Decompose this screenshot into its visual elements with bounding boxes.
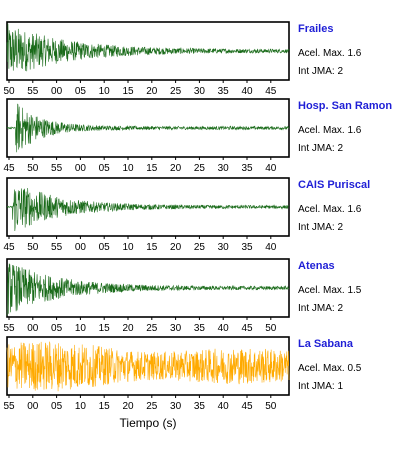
station-name: CAIS Puriscal [298, 179, 370, 191]
x-tick-label: 25 [146, 401, 158, 412]
waveform-series [6, 187, 290, 231]
x-tick-label: 20 [170, 242, 182, 253]
jma-intensity-label: Int JMA: 2 [298, 222, 343, 233]
x-tick-label: 00 [51, 86, 63, 97]
jma-intensity-label: Int JMA: 2 [298, 303, 343, 314]
x-tick-label: 25 [194, 163, 206, 174]
station-panel: 50 55 00 05 10 15 20 25 30 35 40 45 Frailes Acel. Max… [3, 21, 362, 97]
x-tick-label: 40 [241, 86, 253, 97]
x-tick-label: 10 [75, 401, 87, 412]
x-tick-label: 05 [99, 242, 111, 253]
x-tick-label: 35 [218, 86, 230, 97]
x-tick-label: 55 [51, 242, 63, 253]
x-tick-label: 55 [3, 401, 15, 412]
jma-intensity-label: Int JMA: 2 [298, 66, 343, 77]
x-tick-label: 50 [27, 242, 39, 253]
station-name: Atenas [298, 260, 335, 272]
x-tick-label: 10 [122, 242, 134, 253]
peak-acceleration-label: Acel. Max. 0.5 [298, 363, 362, 374]
x-tick-label: 50 [265, 323, 277, 334]
x-tick-label: 15 [146, 242, 158, 253]
x-tick-label: 05 [51, 401, 63, 412]
x-tick-label: 40 [265, 163, 277, 174]
x-tick-label: 15 [146, 163, 158, 174]
x-tick-label: 50 [265, 401, 277, 412]
x-tick-label: 10 [99, 86, 111, 97]
waveform-series [6, 263, 290, 316]
x-tick-label: 20 [122, 401, 134, 412]
waveform-series [6, 23, 290, 72]
x-tick-label: 10 [75, 323, 87, 334]
x-tick-label: 40 [218, 323, 230, 334]
x-tick-label: 15 [99, 401, 111, 412]
x-tick-label: 35 [194, 323, 206, 334]
peak-acceleration-label: Acel. Max. 1.6 [298, 48, 362, 59]
x-tick-label: 50 [3, 86, 15, 97]
peak-acceleration-label: Acel. Max. 1.6 [298, 125, 362, 136]
peak-acceleration-label: Acel. Max. 1.6 [298, 204, 362, 215]
x-tick-label: 45 [265, 86, 277, 97]
x-tick-label: 15 [122, 86, 134, 97]
x-axis-title: Tiempo (s) [120, 416, 177, 430]
x-tick-label: 55 [3, 323, 15, 334]
jma-intensity-label: Int JMA: 2 [298, 143, 343, 154]
x-tick-label: 45 [3, 242, 15, 253]
x-tick-label: 35 [194, 401, 206, 412]
waveform-series [6, 341, 290, 392]
x-tick-label: 40 [265, 242, 277, 253]
x-tick-label: 05 [99, 163, 111, 174]
peak-acceleration-label: Acel. Max. 1.5 [298, 285, 362, 296]
x-tick-label: 05 [51, 323, 63, 334]
x-tick-label: 30 [218, 163, 230, 174]
jma-intensity-label: Int JMA: 1 [298, 381, 343, 392]
station-panel: 45 50 55 00 05 10 15 20 25 30 35 40 CAIS Puriscal Ace… [3, 177, 370, 253]
x-tick-label: 00 [27, 401, 39, 412]
x-tick-label: 35 [241, 242, 253, 253]
x-tick-label: 20 [170, 163, 182, 174]
x-tick-label: 20 [146, 86, 158, 97]
station-panel: 55 00 05 10 15 20 25 30 35 40 45 50 La Sabana Acel. M… [3, 336, 362, 412]
x-tick-label: 30 [170, 401, 182, 412]
x-tick-label: 45 [241, 401, 253, 412]
x-tick-label: 30 [194, 86, 206, 97]
x-tick-label: 00 [75, 242, 87, 253]
x-tick-label: 55 [51, 163, 63, 174]
x-tick-label: 40 [218, 401, 230, 412]
panel-frame [6, 177, 290, 237]
station-name: Frailes [298, 23, 333, 35]
x-tick-label: 00 [75, 163, 87, 174]
station-panel: 55 00 05 10 15 20 25 30 35 40 45 50 Atenas Acel. Max.… [3, 258, 362, 334]
x-tick-label: 55 [27, 86, 39, 97]
station-name: La Sabana [298, 338, 354, 350]
x-tick-label: 20 [122, 323, 134, 334]
x-tick-label: 10 [122, 163, 134, 174]
x-tick-label: 25 [194, 242, 206, 253]
waveform-series [6, 103, 290, 153]
x-tick-label: 35 [241, 163, 253, 174]
x-tick-label: 30 [170, 323, 182, 334]
x-tick-label: 45 [3, 163, 15, 174]
station-name: Hosp. San Ramon [298, 100, 392, 112]
x-tick-label: 30 [218, 242, 230, 253]
x-tick-label: 05 [75, 86, 87, 97]
x-tick-label: 50 [27, 163, 39, 174]
x-tick-label: 15 [99, 323, 111, 334]
x-tick-label: 25 [170, 86, 182, 97]
x-tick-label: 25 [146, 323, 158, 334]
x-tick-label: 45 [241, 323, 253, 334]
station-panel: 45 50 55 00 05 10 15 20 25 30 35 40 Hosp. San Ramon A… [3, 98, 392, 174]
x-tick-label: 00 [27, 323, 39, 334]
panel-frame [6, 258, 290, 318]
